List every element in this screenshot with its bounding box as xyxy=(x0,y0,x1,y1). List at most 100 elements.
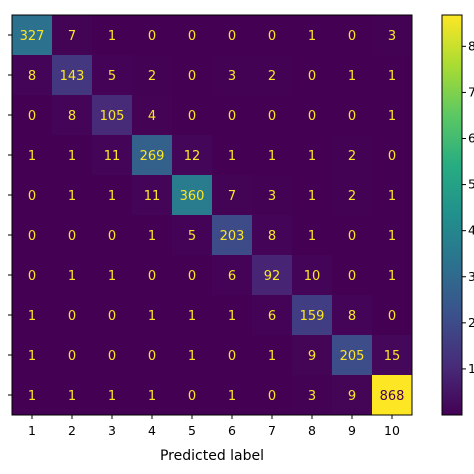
cell-value-label: 1 xyxy=(308,149,316,164)
heatmap-cell xyxy=(372,335,413,376)
cell-value-label: 1 xyxy=(388,229,396,244)
cell-value-label: 1 xyxy=(148,229,156,244)
cell-value-label: 0 xyxy=(188,69,196,84)
x-tick-label: 7 xyxy=(268,423,276,438)
cell-value-label: 0 xyxy=(108,309,116,324)
cell-value-label: 159 xyxy=(300,309,325,324)
cell-value-label: 1 xyxy=(268,349,276,364)
cell-value-label: 15 xyxy=(384,349,401,364)
plot-frame xyxy=(11,14,413,416)
heatmap-cell xyxy=(212,255,253,296)
x-axis-title: Predicted label xyxy=(160,448,264,464)
cell-value-label: 1 xyxy=(108,189,116,204)
cell-value-label: 0 xyxy=(268,389,276,404)
heatmap-cell xyxy=(252,175,293,216)
cell-value-label: 0 xyxy=(228,109,236,124)
heatmap-cell xyxy=(92,175,133,216)
heatmap-cell xyxy=(172,175,213,216)
cell-value-label: 11 xyxy=(144,189,161,204)
cell-value-label: 1 xyxy=(108,29,116,44)
heatmap-cell xyxy=(212,175,253,216)
heatmap-cell xyxy=(52,95,93,136)
cell-value-label: 0 xyxy=(108,349,116,364)
cell-value-label: 5 xyxy=(188,229,196,244)
heatmap-cell xyxy=(372,95,413,136)
cell-value-label: 0 xyxy=(188,269,196,284)
cell-value-label: 1 xyxy=(68,149,76,164)
heatmap-cell xyxy=(212,375,253,416)
cell-value-label: 1 xyxy=(28,349,36,364)
heatmap-cell xyxy=(332,175,373,216)
cell-value-label: 868 xyxy=(380,389,405,404)
heatmap-cell xyxy=(252,255,293,296)
cell-value-label: 1 xyxy=(388,189,396,204)
colorbar-tick-label: 8 xyxy=(468,38,474,53)
cell-value-label: 0 xyxy=(268,109,276,124)
heatmap-cell xyxy=(212,295,253,336)
heatmap-cell xyxy=(12,295,53,336)
colorbar-tick-label: 3 xyxy=(468,269,474,284)
heatmap-cell xyxy=(252,95,293,136)
cell-value-label: 105 xyxy=(100,109,125,124)
cell-value-label: 0 xyxy=(148,269,156,284)
heatmap-cell xyxy=(52,135,93,176)
colorbar-gradient xyxy=(441,14,463,416)
heatmap-cell xyxy=(292,255,333,296)
cell-value-label: 1 xyxy=(308,29,316,44)
cell-value-label: 8 xyxy=(268,229,276,244)
cell-value-label: 5 xyxy=(108,69,116,84)
cell-value-label: 0 xyxy=(188,29,196,44)
heatmap-cell xyxy=(252,215,293,256)
cell-value-label: 8 xyxy=(348,309,356,324)
cell-value-label: 2 xyxy=(268,69,276,84)
cell-value-label: 1 xyxy=(148,309,156,324)
cell-value-label: 0 xyxy=(308,109,316,124)
cell-value-label: 360 xyxy=(180,189,205,204)
heatmap-cell xyxy=(92,15,133,56)
heatmap-cell xyxy=(212,55,253,96)
cell-value-label: 7 xyxy=(228,189,236,204)
colorbar-tick-label: 7 xyxy=(468,84,474,99)
cell-value-label: 0 xyxy=(28,229,36,244)
cell-value-label: 1 xyxy=(68,389,76,404)
heatmap-cell xyxy=(12,15,53,56)
cell-value-label: 0 xyxy=(28,189,36,204)
heatmap-cell xyxy=(292,375,333,416)
cell-value-label: 3 xyxy=(268,189,276,204)
heatmap-cell xyxy=(52,295,93,336)
cell-value-label: 1 xyxy=(348,69,356,84)
cell-value-label: 0 xyxy=(68,229,76,244)
cell-value-label: 0 xyxy=(28,269,36,284)
x-tick-label: 2 xyxy=(68,423,76,438)
heatmap-cell xyxy=(52,215,93,256)
heatmap-cell xyxy=(292,215,333,256)
heatmap-cell xyxy=(332,215,373,256)
cell-value-label: 3 xyxy=(308,389,316,404)
heatmap-cell xyxy=(372,135,413,176)
x-tick-label: 1 xyxy=(28,423,36,438)
colorbar-tick-label: 4 xyxy=(468,223,474,238)
heatmap-cell xyxy=(292,95,333,136)
heatmap-cell xyxy=(332,55,373,96)
heatmap-cell xyxy=(12,255,53,296)
heatmap-cell xyxy=(252,135,293,176)
heatmap-cell xyxy=(372,55,413,96)
heatmap-cell xyxy=(332,15,373,56)
cell-value-label: 4 xyxy=(148,109,156,124)
heatmap-cell xyxy=(92,215,133,256)
cell-value-label: 0 xyxy=(308,69,316,84)
x-tick-label: 10 xyxy=(384,423,400,438)
heatmap-cell xyxy=(172,135,213,176)
heatmap-cell xyxy=(372,375,413,416)
cell-value-label: 1 xyxy=(108,269,116,284)
cell-value-label: 8 xyxy=(68,109,76,124)
heatmap-cell xyxy=(132,215,173,256)
x-tick-label: 3 xyxy=(108,423,116,438)
cell-value-label: 1 xyxy=(388,69,396,84)
heatmap-cell xyxy=(252,375,293,416)
heatmap-cell xyxy=(132,95,173,136)
heatmap-cell xyxy=(332,95,373,136)
cell-value-label: 0 xyxy=(348,229,356,244)
cell-value-label: 3 xyxy=(228,69,236,84)
heatmap-cell xyxy=(172,255,213,296)
